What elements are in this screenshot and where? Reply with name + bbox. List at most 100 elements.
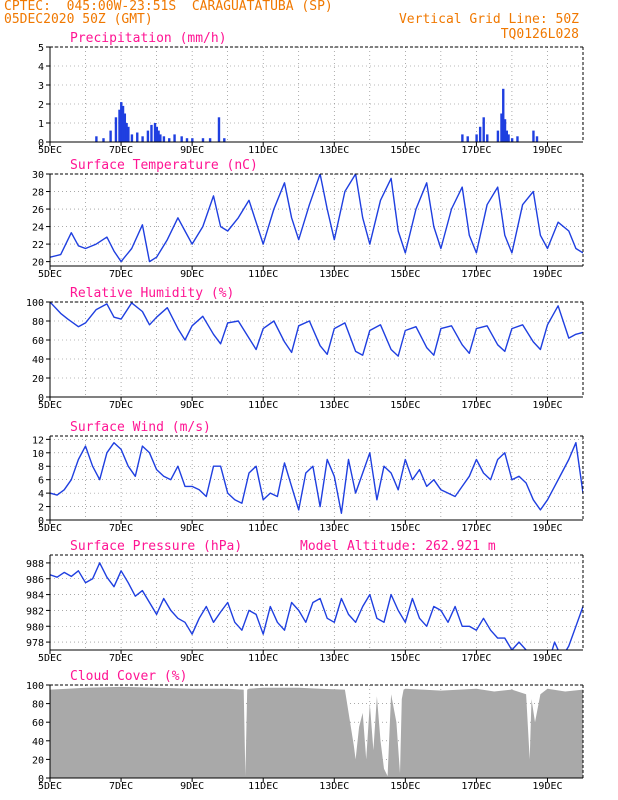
panel-4: Surface Wind (m/s) 0 2 4 6 8 10 12 5DEC 7DEC 9DEC 1…	[32, 420, 584, 534]
x-tick-label: 9DEC	[180, 145, 204, 156]
precip-bar	[461, 134, 464, 142]
y-tick-label: 984	[26, 591, 44, 602]
x-tick-label: 5DEC	[38, 653, 62, 664]
y-tick-label: 0	[38, 393, 44, 404]
y-tick-label: 100	[26, 681, 44, 692]
y-tick-label: 0	[38, 774, 44, 785]
y-tick-label: 2	[38, 503, 44, 514]
x-tick-label: 9DEC	[180, 269, 204, 280]
header-grid-note: Vertical Grid Line: 50Z	[398, 12, 579, 27]
precip-bar	[201, 138, 205, 142]
y-tick-label: 20	[32, 374, 44, 385]
panel-title: Relative Humidity (%)	[70, 286, 234, 301]
header-datetime: 05DEC2020 50Z (GMT)	[4, 12, 153, 27]
y-tick-label: 0	[38, 516, 44, 527]
precip-bar	[478, 126, 482, 142]
precip-bar	[150, 124, 153, 142]
precip-bar	[127, 126, 130, 142]
precip-bar	[505, 130, 509, 142]
x-tick-label: 15DEC	[390, 400, 420, 411]
x-tick-label: 15DEC	[390, 653, 420, 664]
panel-title: Surface Pressure (hPa)	[70, 539, 242, 554]
x-tick-label: 13DEC	[319, 145, 349, 156]
panel-6: Cloud Cover (%) 0 20 40 60 80 100 5DEC 7DEC 9DEC 1…	[26, 669, 584, 792]
panel-title: Surface Temperature (nC)	[70, 158, 258, 173]
y-tick-label: 10	[32, 449, 44, 460]
series-line	[50, 562, 583, 650]
precip-bar	[223, 138, 226, 142]
y-tick-label: 60	[32, 718, 44, 729]
panel-2: Surface Temperature (nC) 20 22 24 26 28 30 5DEC…	[32, 158, 584, 280]
y-tick-label: 80	[32, 317, 44, 328]
x-tick-label: 17DEC	[461, 400, 491, 411]
y-tick-label: 40	[32, 355, 44, 366]
x-tick-label: 19DEC	[532, 781, 562, 792]
x-tick-label: 15DEC	[390, 269, 420, 280]
panel-title: Cloud Cover (%)	[70, 669, 187, 684]
x-tick-label: 13DEC	[319, 269, 349, 280]
y-tick-label: 0	[38, 138, 44, 149]
x-tick-label: 13DEC	[319, 523, 349, 534]
precip-bar	[141, 136, 144, 142]
precip-bar	[159, 134, 162, 142]
panel-title: Surface Wind (m/s)	[70, 420, 211, 435]
x-tick-label: 17DEC	[461, 269, 491, 280]
x-tick-label: 11DEC	[248, 400, 278, 411]
precip-bar	[157, 130, 160, 142]
precip-bar	[114, 117, 118, 142]
x-tick-label: 7DEC	[109, 523, 133, 534]
x-tick-label: 5DEC	[38, 145, 62, 156]
x-tick-label: 17DEC	[461, 781, 491, 792]
x-tick-label: 9DEC	[180, 653, 204, 664]
y-tick-label: 80	[32, 700, 44, 711]
series-line	[50, 174, 583, 263]
header-station: CPTEC: 045:00W-23:51S CARAGUATATUBA (SP)	[4, 0, 333, 14]
y-tick-label: 20	[32, 755, 44, 766]
precip-bar	[185, 138, 189, 142]
precip-bar	[118, 109, 121, 142]
precip-bar	[123, 113, 127, 142]
precip-bar	[153, 123, 157, 142]
x-tick-label: 5DEC	[38, 781, 62, 792]
y-tick-label: 988	[26, 559, 44, 570]
precip-bar	[155, 126, 158, 142]
y-tick-label: 982	[26, 606, 44, 617]
precip-bar	[120, 102, 123, 142]
x-tick-label: 9DEC	[180, 523, 204, 534]
x-tick-label: 7DEC	[109, 400, 133, 411]
x-tick-label: 11DEC	[248, 269, 278, 280]
x-tick-label: 5DEC	[38, 523, 62, 534]
precip-bar	[191, 138, 194, 142]
x-tick-label: 7DEC	[109, 269, 133, 280]
y-tick-label: 1	[38, 119, 44, 130]
precip-bar	[217, 117, 221, 142]
y-tick-label: 24	[32, 223, 44, 234]
precip-bar	[125, 123, 128, 142]
model-altitude-label: Model Altitude: 262.921 m	[300, 539, 496, 554]
precip-bar	[482, 117, 485, 142]
y-tick-label: 12	[32, 435, 44, 446]
x-tick-label: 19DEC	[532, 523, 562, 534]
y-tick-label: 4	[38, 62, 44, 73]
x-tick-label: 19DEC	[532, 269, 562, 280]
x-tick-label: 7DEC	[109, 653, 133, 664]
x-tick-label: 11DEC	[248, 781, 278, 792]
x-tick-label: 15DEC	[390, 523, 420, 534]
x-tick-label: 9DEC	[180, 781, 204, 792]
y-tick-label: 2	[38, 100, 44, 111]
precip-bar	[500, 113, 503, 142]
panel-5: Surface Pressure (hPa) Model Altitude: 26…	[26, 539, 584, 664]
cloud-cover-area	[50, 686, 583, 778]
y-tick-label: 986	[26, 575, 44, 586]
x-tick-label: 13DEC	[319, 781, 349, 792]
precip-bar	[130, 134, 134, 142]
x-tick-label: 13DEC	[319, 400, 349, 411]
panel-1: Precipitation (mm/h) 0 1 2 3 4 5 5DEC 7DEC 9DEC 11…	[38, 31, 584, 156]
y-tick-label: 5	[38, 43, 44, 54]
panel-3: Relative Humidity (%) 0 20 40 60 80 100 5DEC 7DE…	[26, 286, 584, 411]
y-tick-label: 30	[32, 170, 44, 181]
precip-bar	[95, 136, 98, 142]
y-tick-label: 22	[32, 240, 44, 251]
precip-bar	[510, 138, 514, 142]
